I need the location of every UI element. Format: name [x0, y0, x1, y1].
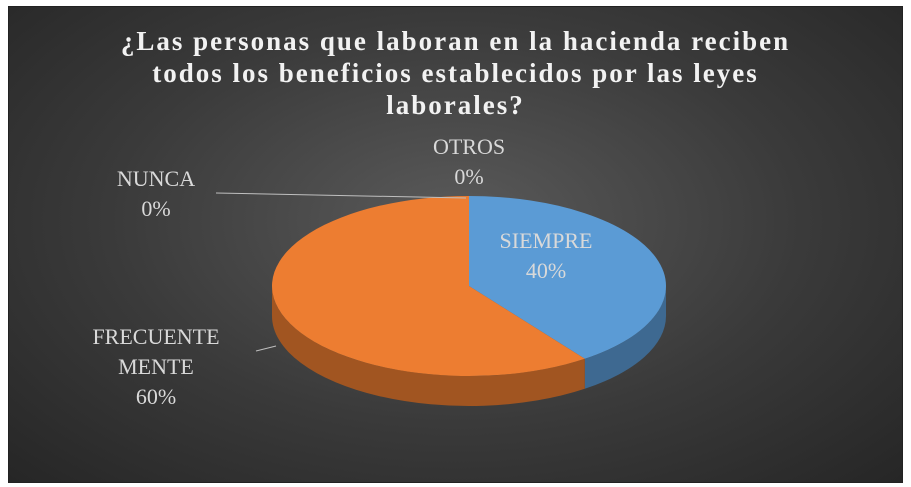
category-label: FRECUENTE MENTE [92, 324, 219, 379]
pie-slice-side [584, 286, 666, 389]
category-label-line: NUNCA [117, 166, 195, 191]
chart: SIEMPRE 40% FRECUENTE MENTE 60% NUNCA 0% OTROS 0… [8, 6, 903, 483]
category-label: NUNCA [117, 166, 195, 191]
pie-area: SIEMPRE 40% FRECUENTE MENTE 60% NUNCA 0% OTROS 0… [92, 134, 666, 409]
value-label: 0% [454, 164, 483, 189]
value-label: 0% [141, 196, 170, 221]
value-label: 40% [526, 258, 566, 283]
category-label: SIEMPRE [500, 228, 593, 253]
data-label: NUNCA 0% [117, 166, 195, 221]
data-label: OTROS 0% [433, 134, 505, 189]
category-label-line: OTROS [433, 134, 505, 159]
value-label: 60% [136, 384, 176, 409]
leader-line [215, 192, 467, 199]
data-label: FRECUENTE MENTE 60% [92, 324, 219, 409]
category-label-line: FRECUENTE [92, 324, 219, 349]
category-label-line: SIEMPRE [500, 228, 593, 253]
data-label: SIEMPRE 40% [500, 228, 593, 283]
pie-slice [271, 196, 585, 376]
pie-slice [469, 196, 666, 359]
chart-title: ¿Las personas que laboran en la hacienda… [120, 26, 791, 120]
leader-line [255, 345, 277, 352]
category-label-line: MENTE [118, 354, 194, 379]
pie-slice-side [272, 286, 585, 406]
category-label: OTROS [433, 134, 505, 159]
